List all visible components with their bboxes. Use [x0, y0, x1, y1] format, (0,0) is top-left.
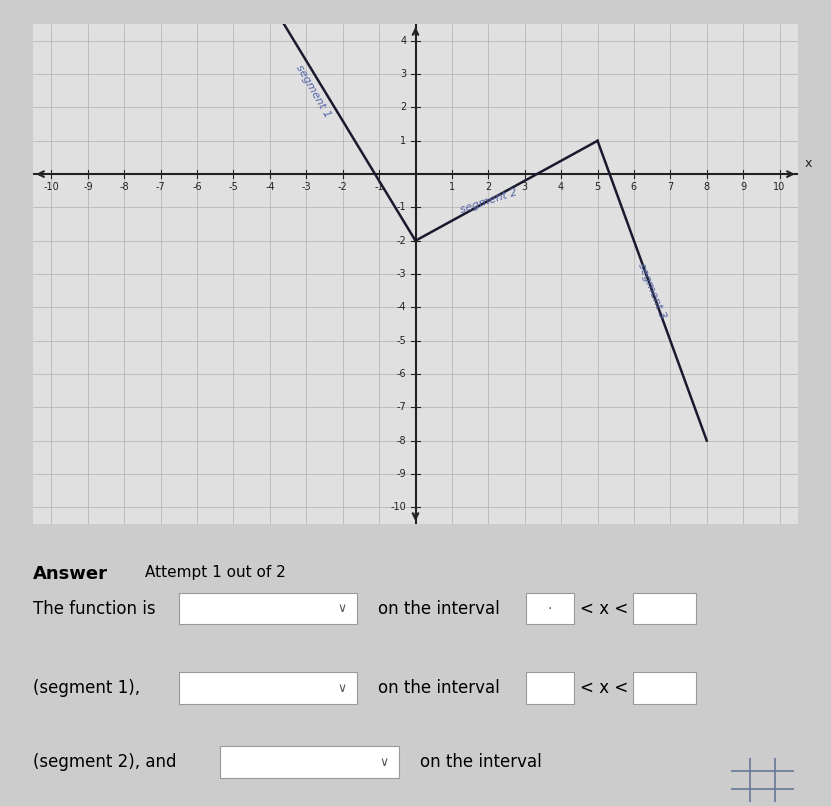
- Text: segment 3: segment 3: [637, 261, 668, 320]
- Text: < x <: < x <: [580, 679, 628, 697]
- Text: -10: -10: [391, 502, 406, 513]
- Text: -9: -9: [396, 469, 406, 479]
- Text: The function is: The function is: [33, 600, 156, 617]
- Text: ∨: ∨: [338, 682, 347, 695]
- Text: -2: -2: [396, 235, 406, 246]
- FancyBboxPatch shape: [633, 672, 696, 704]
- FancyBboxPatch shape: [633, 593, 696, 625]
- Text: -7: -7: [396, 402, 406, 413]
- Text: -6: -6: [396, 369, 406, 379]
- Text: ·: ·: [548, 602, 553, 616]
- Text: -5: -5: [396, 335, 406, 346]
- Text: -1: -1: [374, 182, 384, 193]
- FancyBboxPatch shape: [220, 746, 399, 778]
- Text: -2: -2: [338, 182, 347, 193]
- Text: 7: 7: [667, 182, 673, 193]
- Text: on the interval: on the interval: [420, 753, 542, 771]
- Text: 4: 4: [558, 182, 564, 193]
- Text: 2: 2: [401, 102, 406, 113]
- Text: 9: 9: [740, 182, 746, 193]
- Text: 2: 2: [485, 182, 491, 193]
- FancyBboxPatch shape: [526, 593, 574, 625]
- Text: on the interval: on the interval: [378, 679, 500, 697]
- Text: -1: -1: [396, 202, 406, 213]
- Text: -4: -4: [265, 182, 275, 193]
- Text: -3: -3: [396, 269, 406, 279]
- Text: (segment 2), and: (segment 2), and: [33, 753, 177, 771]
- Text: -3: -3: [302, 182, 311, 193]
- FancyBboxPatch shape: [179, 593, 357, 625]
- Text: x: x: [805, 157, 813, 170]
- Text: 10: 10: [774, 182, 785, 193]
- Text: -6: -6: [192, 182, 202, 193]
- Text: -8: -8: [120, 182, 129, 193]
- Text: Attempt 1 out of 2: Attempt 1 out of 2: [145, 565, 286, 580]
- Text: -5: -5: [229, 182, 238, 193]
- Text: segment 2: segment 2: [459, 187, 519, 214]
- Text: 6: 6: [631, 182, 637, 193]
- Text: -4: -4: [396, 302, 406, 313]
- Text: -9: -9: [83, 182, 93, 193]
- Text: 1: 1: [401, 135, 406, 146]
- Text: -10: -10: [43, 182, 59, 193]
- Text: 3: 3: [401, 69, 406, 79]
- Text: (segment 1),: (segment 1),: [33, 679, 140, 697]
- Text: < x <: < x <: [580, 600, 628, 617]
- Text: 3: 3: [522, 182, 528, 193]
- Text: ∨: ∨: [380, 756, 388, 769]
- FancyBboxPatch shape: [179, 672, 357, 704]
- Text: -7: -7: [155, 182, 165, 193]
- FancyBboxPatch shape: [526, 672, 574, 704]
- Text: segment 1: segment 1: [294, 63, 332, 119]
- Text: on the interval: on the interval: [378, 600, 500, 617]
- Text: Answer: Answer: [33, 565, 108, 583]
- Text: 5: 5: [594, 182, 601, 193]
- Text: ∨: ∨: [338, 602, 347, 615]
- Text: -8: -8: [396, 435, 406, 446]
- Text: 1: 1: [449, 182, 455, 193]
- Text: 4: 4: [401, 35, 406, 46]
- Text: 8: 8: [704, 182, 710, 193]
